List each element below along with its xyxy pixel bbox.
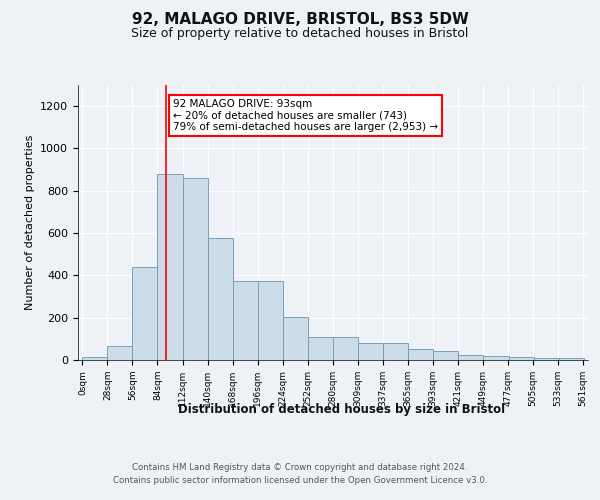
Bar: [358, 343, 383, 360]
Bar: [458, 356, 484, 360]
Y-axis label: Number of detached properties: Number of detached properties: [25, 135, 35, 310]
Bar: [208, 238, 233, 360]
Bar: [107, 346, 133, 360]
Text: Distribution of detached houses by size in Bristol: Distribution of detached houses by size …: [178, 402, 506, 415]
Text: 92 MALAGO DRIVE: 93sqm
← 20% of detached houses are smaller (743)
79% of semi-de: 92 MALAGO DRIVE: 93sqm ← 20% of detached…: [173, 98, 438, 132]
Bar: [257, 280, 283, 360]
Bar: [383, 343, 409, 360]
Text: Contains HM Land Registry data © Crown copyright and database right 2024.: Contains HM Land Registry data © Crown c…: [132, 462, 468, 471]
Bar: [133, 267, 157, 360]
Bar: [157, 174, 182, 360]
Text: 92, MALAGO DRIVE, BRISTOL, BS3 5DW: 92, MALAGO DRIVE, BRISTOL, BS3 5DW: [131, 12, 469, 28]
Text: Size of property relative to detached houses in Bristol: Size of property relative to detached ho…: [131, 28, 469, 40]
Bar: [533, 358, 559, 360]
Bar: [308, 336, 332, 360]
Bar: [433, 351, 458, 360]
Bar: [484, 356, 509, 360]
Bar: [509, 357, 533, 360]
Bar: [82, 358, 107, 360]
Bar: [182, 178, 208, 360]
Bar: [332, 336, 358, 360]
Bar: [409, 350, 433, 360]
Bar: [559, 358, 584, 360]
Bar: [233, 280, 257, 360]
Bar: [283, 316, 308, 360]
Text: Contains public sector information licensed under the Open Government Licence v3: Contains public sector information licen…: [113, 476, 487, 485]
